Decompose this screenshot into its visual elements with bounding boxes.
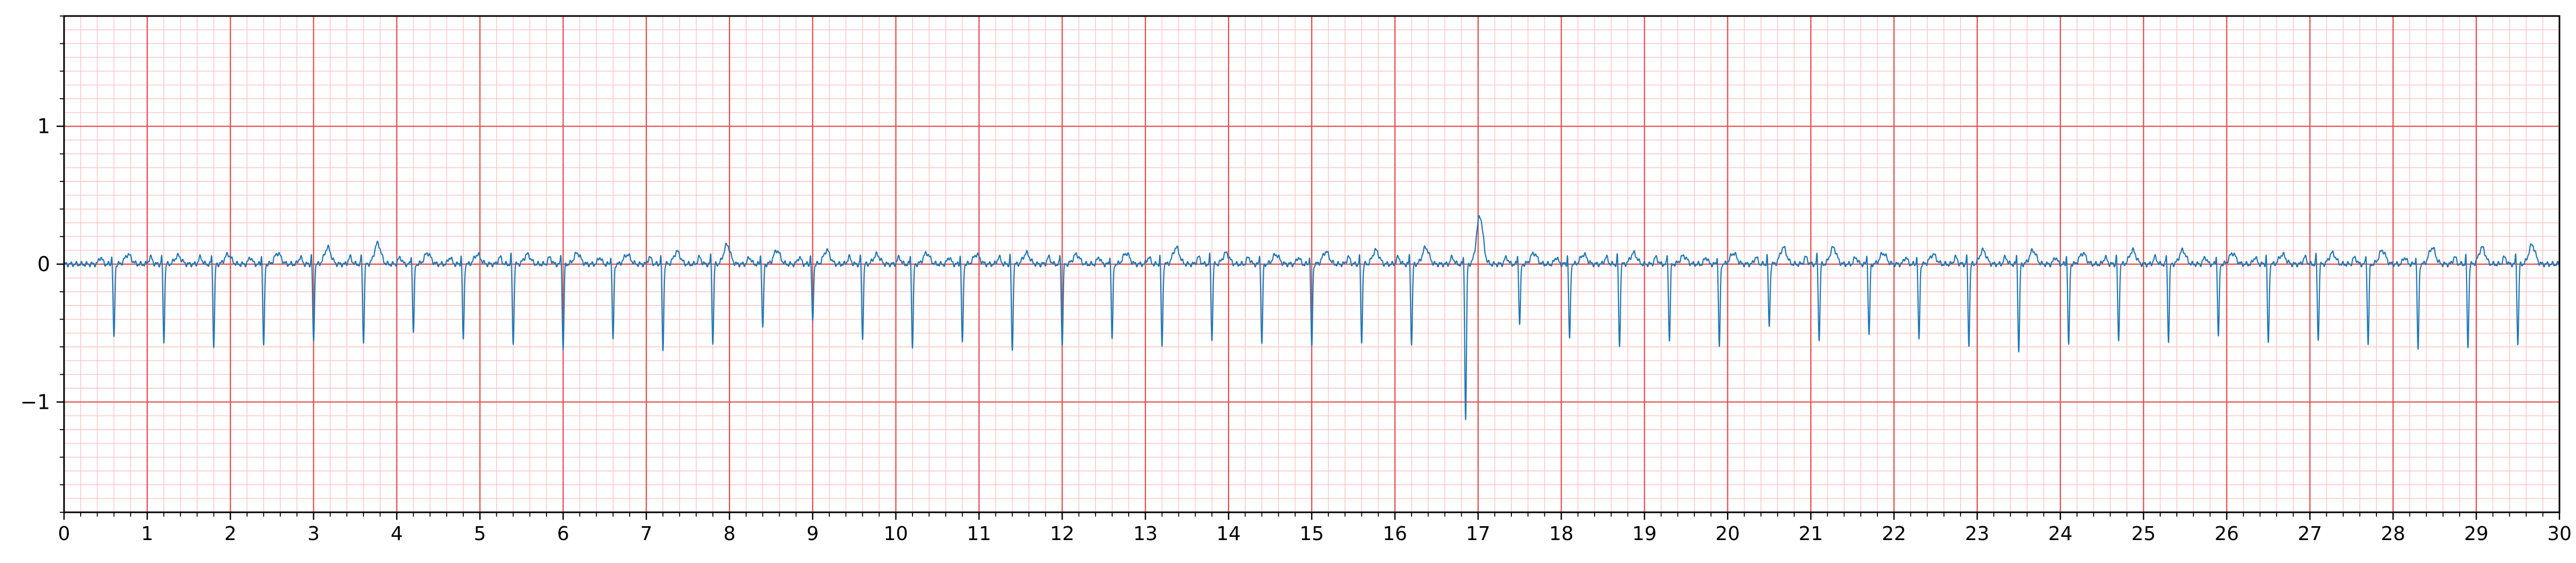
x-tick-label: 7 — [640, 523, 653, 545]
x-tick-label: 0 — [58, 523, 70, 545]
x-tick-label: 17 — [1466, 523, 1491, 545]
x-tick-label: 28 — [2381, 523, 2405, 545]
x-tick-label: 22 — [1882, 523, 1906, 545]
x-tick-label: 18 — [1549, 523, 1574, 545]
x-axis-tick-labels: 0 1 2 3 4 5 6 7 8 9 10 11 12 13 14 15 16 17 18 19 20 21 22 23 24… — [58, 523, 2572, 545]
x-tick-label: 15 — [1299, 523, 1324, 545]
x-tick-label: 30 — [2547, 523, 2572, 545]
y-axis-tick-labels: −1 0 1 — [20, 115, 50, 414]
x-tick-label: 6 — [557, 523, 569, 545]
y-axis-ticks — [57, 16, 64, 512]
x-tick-label: 26 — [2215, 523, 2239, 545]
x-tick-label: 14 — [1216, 523, 1241, 545]
y-tick-label: −1 — [20, 390, 50, 414]
x-tick-label: 5 — [474, 523, 486, 545]
x-tick-label: 12 — [1050, 523, 1074, 545]
x-tick-label: 23 — [1965, 523, 1990, 545]
x-tick-label: 13 — [1133, 523, 1158, 545]
x-tick-label: 11 — [967, 523, 992, 545]
x-tick-label: 10 — [884, 523, 908, 545]
major-grid — [64, 16, 2559, 512]
x-tick-label: 20 — [1715, 523, 1740, 545]
x-tick-label: 3 — [307, 523, 320, 545]
x-tick-label: 4 — [391, 523, 403, 545]
x-tick-label: 9 — [806, 523, 819, 545]
x-tick-label: 25 — [2131, 523, 2156, 545]
x-tick-label: 24 — [2048, 523, 2073, 545]
x-tick-label: 29 — [2464, 523, 2488, 545]
x-tick-label: 8 — [723, 523, 735, 545]
x-tick-label: 27 — [2297, 523, 2322, 545]
y-tick-label: 0 — [37, 252, 50, 276]
x-tick-label: 2 — [224, 523, 236, 545]
x-axis-ticks — [64, 512, 2559, 520]
x-tick-label: 16 — [1383, 523, 1407, 545]
x-tick-label: 19 — [1632, 523, 1657, 545]
x-tick-label: 1 — [141, 523, 153, 545]
x-tick-label: 21 — [1798, 523, 1823, 545]
y-tick-label: 1 — [37, 115, 50, 138]
